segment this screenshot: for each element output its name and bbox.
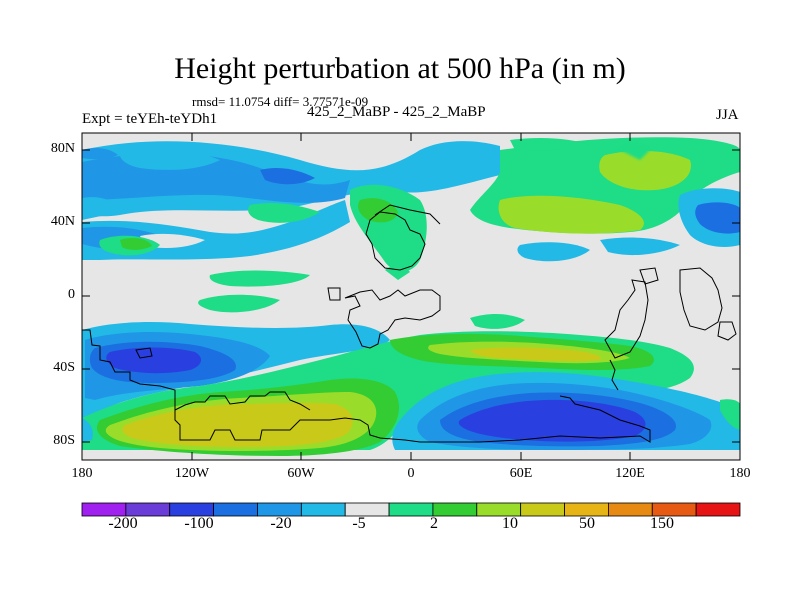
colorbar-label: 10 <box>502 515 518 532</box>
coast-west <box>174 391 311 411</box>
x-tick-label: 60E <box>509 466 533 481</box>
colorbar-label: 2 <box>430 515 438 532</box>
north-positive-anomalies <box>99 137 740 329</box>
south-negative-anomaly-east <box>392 372 740 450</box>
island-outline <box>327 287 341 301</box>
x-tick-label: 120E <box>615 466 645 481</box>
y-tick-label: 80N <box>50 141 75 156</box>
south-positive-anomaly-belt <box>82 331 694 456</box>
north-negative-anomalies-east <box>82 147 740 262</box>
continent-east <box>679 267 723 331</box>
coast-north <box>374 204 441 225</box>
x-tick-label: 60W <box>287 466 315 481</box>
season-label: JJA <box>716 107 739 123</box>
y-tick-label: 40S <box>53 360 75 375</box>
x-tick-label: 180 <box>729 466 751 481</box>
continent-north <box>365 211 426 271</box>
experiment-label: Expt = teYEh-teYDh1 <box>82 111 218 127</box>
map-title: Height perturbation at 500 hPa (in m) <box>174 52 626 85</box>
x-tick-label: 0 <box>407 466 415 481</box>
height-field <box>82 133 740 460</box>
land-outlines <box>82 204 737 443</box>
colorbar-label: -20 <box>270 515 292 532</box>
colorbar <box>81 502 741 517</box>
stats-line: rmsd= 11.0754 diff= 3.77571e-09 <box>192 94 369 109</box>
colorbar-label: 150 <box>650 515 674 532</box>
island-southwest <box>135 347 153 359</box>
colorbar-swatch <box>695 502 741 517</box>
island-far-east <box>717 321 737 341</box>
axis-ticks <box>81 133 741 460</box>
continent-central <box>344 289 441 349</box>
south-negative-anomaly-west <box>82 322 390 418</box>
island-east <box>639 267 659 285</box>
colorbar-label: -100 <box>184 515 214 532</box>
y-tick-label: 80S <box>53 433 75 448</box>
antarctic-outline <box>82 329 651 443</box>
y-tick-label: 40N <box>50 214 75 229</box>
coast-southeast <box>609 359 619 391</box>
experiment-names: 425_2_MaBP - 425_2_MaBP <box>307 104 486 120</box>
continent-southeast <box>604 279 649 359</box>
x-tick-label: 120W <box>174 466 210 481</box>
y-tick-label: 0 <box>68 287 75 302</box>
colorbar-label: 50 <box>579 515 595 532</box>
x-tick-label: 180 <box>71 466 93 481</box>
colorbar-label: -200 <box>108 515 138 532</box>
colorbar-label: -5 <box>352 515 366 532</box>
